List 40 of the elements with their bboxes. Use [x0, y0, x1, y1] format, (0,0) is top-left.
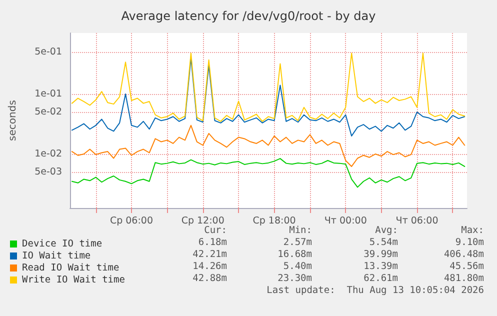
y-axis-title: seconds [8, 100, 18, 141]
text: 23.30m [278, 273, 312, 284]
line-series [71, 52, 466, 122]
text: Max: [461, 225, 484, 236]
line-series [71, 158, 466, 188]
x-tick-label: Ср 12:00 [181, 216, 224, 226]
x-tick-label: Ср 06:00 [110, 216, 154, 226]
y-tick-label: 1e-02 [34, 148, 62, 160]
y-tick-label: 5e-03 [34, 166, 62, 178]
text: 9.10m [455, 237, 484, 248]
chart-title: Average latency for /dev/vg0/root - by day [121, 9, 376, 23]
legend-label: IO Wait time [22, 250, 91, 262]
text: Last update: Thu Aug 13 10:05:04 2026 [266, 285, 484, 296]
y-tick-label: 5e-02 [34, 106, 62, 118]
text: 6.18m [198, 237, 227, 248]
legend-label: Device IO time [22, 238, 102, 250]
text: 42.88m [192, 273, 227, 284]
y-tick-label: 5e-01 [34, 46, 62, 58]
x-tick-label: Ср 18:00 [252, 216, 296, 226]
text: 13.39m [364, 261, 398, 272]
text: 5.54m [369, 237, 398, 248]
text: 16.68m [278, 249, 312, 260]
text: 42.21m [192, 249, 227, 260]
text: 406.48m [444, 249, 484, 260]
line-series [71, 124, 466, 167]
legend-label: Read IO Wait time [22, 262, 120, 274]
x-tick-label: Чт 00:00 [324, 216, 367, 226]
text: 45.56m [450, 261, 484, 272]
text: 39.99m [364, 249, 398, 260]
text: 14.26m [192, 261, 227, 272]
y-tick-label: 1e-01 [34, 88, 62, 100]
text: 62.61m [364, 273, 398, 284]
text: 5.40m [283, 261, 312, 272]
text: 481.80m [444, 273, 484, 284]
x-tick-label: Чт 06:00 [396, 216, 438, 226]
legend-label: Write IO Wait time [22, 274, 126, 286]
text: Min: [289, 225, 312, 236]
text: Cur: [204, 225, 227, 236]
text: 2.57m [283, 237, 312, 248]
text: Avg: [375, 225, 398, 236]
